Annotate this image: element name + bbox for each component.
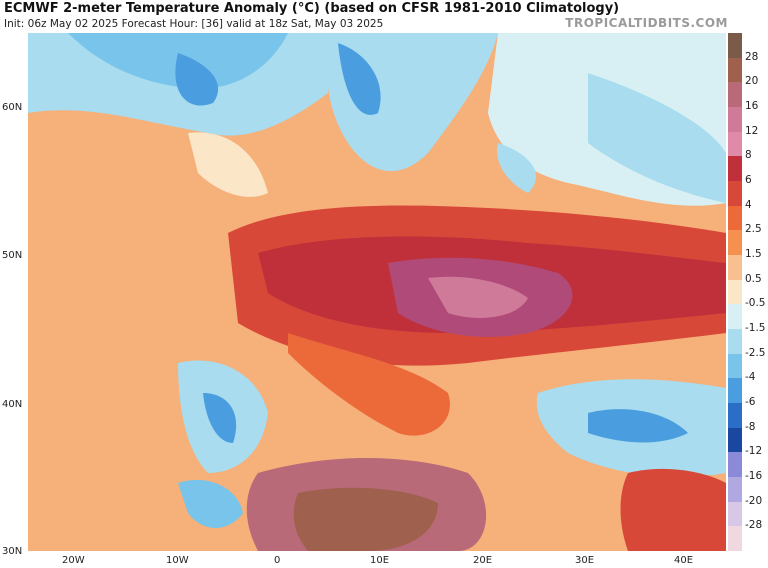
- colorbar-swatch: [728, 501, 742, 527]
- lat-label: 30N: [2, 546, 23, 557]
- lon-label: 0: [274, 555, 281, 566]
- colorbar-label: -6: [745, 396, 756, 408]
- lat-label: 50N: [2, 250, 23, 261]
- colorbar-swatch: [728, 82, 742, 108]
- colorbar-swatch: [728, 452, 742, 478]
- colorbar-label: -16: [745, 470, 763, 482]
- colorbar-swatch: [728, 205, 742, 231]
- colorbar-label: -4: [745, 371, 756, 384]
- colorbar-swatch: [728, 131, 742, 157]
- colorbar-swatch: [728, 427, 742, 453]
- colorbar-swatch: [728, 279, 742, 305]
- colorbar-label: 1.5: [745, 248, 762, 260]
- lat-label: 60N: [2, 102, 23, 113]
- temperature-anomaly-map: [28, 33, 726, 551]
- colorbar-swatch: [728, 255, 742, 280]
- colorbar-swatch: [728, 329, 742, 354]
- colorbar-label: 8: [745, 149, 752, 162]
- colorbar-swatch: [728, 526, 742, 552]
- colorbar-label: 0.5: [745, 272, 762, 285]
- colorbar-label: 20: [745, 75, 759, 88]
- lat-label: 40N: [2, 399, 23, 410]
- colorbar-label: 12: [745, 124, 759, 137]
- colorbar-swatch: [728, 230, 742, 256]
- colorbar-swatch: [728, 403, 742, 428]
- site-brand: TROPICALTIDBITS.COM: [565, 16, 728, 30]
- colorbar-swatch: [728, 33, 742, 58]
- colorbar-swatch: [728, 57, 742, 83]
- colorbar-swatch: [728, 477, 742, 502]
- colorbar-swatch: [728, 156, 742, 182]
- lon-label: 10E: [370, 555, 390, 566]
- lon-label: 20E: [473, 555, 493, 566]
- colorbar-label: 2.5: [745, 223, 762, 236]
- colorbar-label: 28: [745, 50, 759, 63]
- colorbar-label: -1.5: [745, 322, 766, 334]
- colorbar-swatch: [728, 181, 742, 206]
- colorbar-label: 4: [745, 198, 752, 211]
- colorbar-label: 6: [745, 174, 752, 186]
- colorbar-swatch: [728, 107, 742, 132]
- colorbar-label: -28: [745, 519, 763, 532]
- lon-label: 40E: [674, 555, 694, 566]
- colorbar-label: 16: [745, 100, 759, 112]
- colorbar: [728, 33, 742, 552]
- lon-label: 20W: [62, 555, 85, 566]
- lon-label: 30E: [575, 555, 595, 566]
- colorbar-swatch: [728, 378, 742, 404]
- colorbar-label: -0.5: [745, 297, 766, 310]
- colorbar-label: -12: [745, 445, 763, 458]
- lon-label: 10W: [166, 555, 189, 566]
- colorbar-label: -8: [745, 420, 756, 433]
- colorbar-swatch: [728, 353, 742, 379]
- colorbar-label: -2.5: [745, 346, 766, 359]
- map-title: ECMWF 2-meter Temperature Anomaly (°C) (…: [4, 1, 620, 16]
- anomaly-field: [28, 33, 726, 551]
- colorbar-swatch: [728, 304, 742, 330]
- colorbar-label: -20: [745, 494, 763, 507]
- map-subtitle: Init: 06z May 02 2025 Forecast Hour: [36…: [4, 18, 384, 30]
